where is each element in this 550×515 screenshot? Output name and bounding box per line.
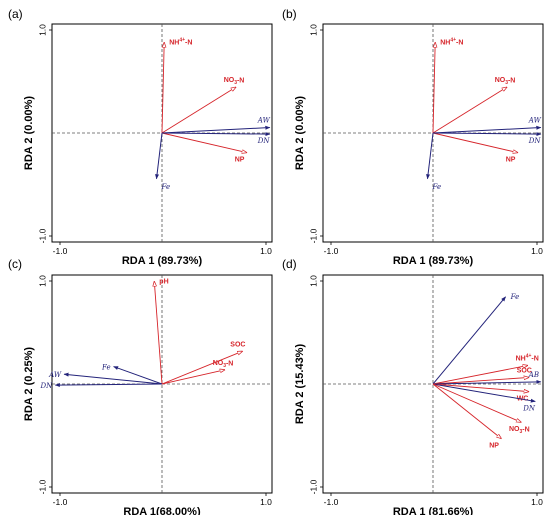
y-axis-label: RDA 2 (15.43%): [294, 344, 306, 425]
panel-label: (d): [282, 257, 297, 271]
panel-d: (d) 1.0 -1.0 -1.0 1.0 RDA 1 (81.66%) RDA 2 (15…: [282, 257, 544, 515]
vector-arrow: [161, 87, 236, 134]
panel-label: (b): [282, 7, 297, 21]
vector-label: NO3-N: [224, 77, 245, 86]
vector-arrow: [161, 125, 271, 134]
vector-label: Fe: [432, 183, 442, 191]
x-tick-label: 1.0: [260, 246, 272, 256]
vector-arrow: [426, 132, 434, 180]
x-axis-label: RDA 1 (89.73%): [393, 255, 474, 267]
vector-label: DN: [40, 382, 54, 390]
vector-label: SOC: [517, 367, 532, 374]
vector-label: NP: [235, 157, 245, 164]
vector-label: AW: [257, 117, 271, 125]
vector-arrow: [154, 282, 163, 385]
panel-a: (a) 1.0 -1.0 -1.0 1.0 RDA 1 (89.73%) RDA 2 (0.…: [8, 7, 273, 267]
vector-arrow: [155, 132, 163, 180]
vector-label: Fe: [101, 364, 111, 372]
y-tick-label: 1.0: [308, 275, 318, 287]
y-tick-label: -1.0: [37, 479, 47, 494]
y-tick-label: -1.0: [308, 479, 318, 494]
vector-arrow: [161, 132, 271, 137]
y-tick-label: 1.0: [308, 24, 318, 36]
y-axis-label: RDA 2 (0.25%): [23, 347, 35, 422]
y-tick-label: 1.0: [37, 24, 47, 36]
vector-label: SOC: [230, 341, 245, 348]
vector-arrow: [113, 366, 163, 385]
x-axis-label: RDA 1 (89.73%): [122, 255, 203, 267]
y-axis-label: RDA 2 (0.00%): [23, 96, 35, 171]
vector-arrow: [161, 370, 225, 385]
vector-label: AW: [528, 117, 542, 125]
vector-arrow: [432, 132, 518, 153]
panel-label: (c): [8, 257, 22, 271]
vector-arrow: [432, 87, 507, 134]
vector-arrow: [432, 296, 506, 385]
vector-label: NP: [506, 157, 516, 164]
vector-arrow: [432, 43, 435, 134]
y-tick-label: 1.0: [37, 275, 47, 287]
vector-arrow: [432, 132, 542, 137]
y-tick-label: -1.0: [308, 228, 318, 243]
vector-label: pH: [159, 279, 168, 286]
vector-label: NO3-N: [509, 426, 530, 435]
vector-label: NH4+-N: [440, 37, 463, 47]
panel-c: (c) 1.0 -1.0 -1.0 1.0 RDA 1(68.00%) RDA 2 (0.2…: [8, 257, 273, 515]
vector-arrow: [432, 383, 521, 422]
x-tick-label: 1.0: [531, 497, 543, 507]
panel-b: (b) 1.0 -1.0 -1.0 1.0 RDA 1 (89.73%) RDA 2 (0.…: [282, 7, 544, 267]
vector-arrow: [432, 365, 528, 385]
vector-label: NH4+-N: [516, 353, 539, 363]
vector-label: NP: [489, 443, 499, 450]
vector-arrow: [432, 125, 542, 134]
vector-label: DN: [257, 137, 271, 145]
y-tick-label: -1.0: [37, 228, 47, 243]
vector-arrow: [63, 372, 163, 385]
vector-label: NH4+-N: [169, 37, 192, 47]
vector-label: AW: [48, 371, 62, 379]
x-tick-label: -1.0: [324, 246, 339, 256]
x-tick-label: -1.0: [53, 497, 68, 507]
vector-arrow: [161, 132, 247, 153]
y-axis-label: RDA 2 (0.00%): [294, 96, 306, 171]
vector-label: AB: [528, 371, 539, 379]
vector-arrow: [432, 379, 542, 385]
vector-arrow: [432, 383, 529, 392]
vector-label: Fe: [510, 293, 520, 301]
vector-arrow: [161, 351, 242, 385]
vector-label: NO3-N: [213, 360, 234, 369]
x-tick-label: -1.0: [324, 497, 339, 507]
panel-label: (a): [8, 7, 23, 21]
vector-label: DN: [528, 137, 542, 145]
vector-arrow: [432, 377, 529, 385]
vector-label: NO3-N: [495, 77, 516, 86]
x-tick-label: 1.0: [531, 246, 543, 256]
x-tick-label: 1.0: [260, 497, 272, 507]
x-tick-label: -1.0: [53, 246, 68, 256]
x-axis-label: RDA 1 (81.66%): [393, 506, 474, 515]
vector-label: Fe: [161, 183, 171, 191]
vector-arrow: [432, 383, 536, 403]
vector-arrow: [161, 43, 164, 134]
vector-arrow: [54, 383, 163, 388]
vector-arrow: [432, 383, 501, 439]
vector-label: DN: [522, 404, 536, 412]
x-axis-label: RDA 1(68.00%): [123, 506, 201, 515]
